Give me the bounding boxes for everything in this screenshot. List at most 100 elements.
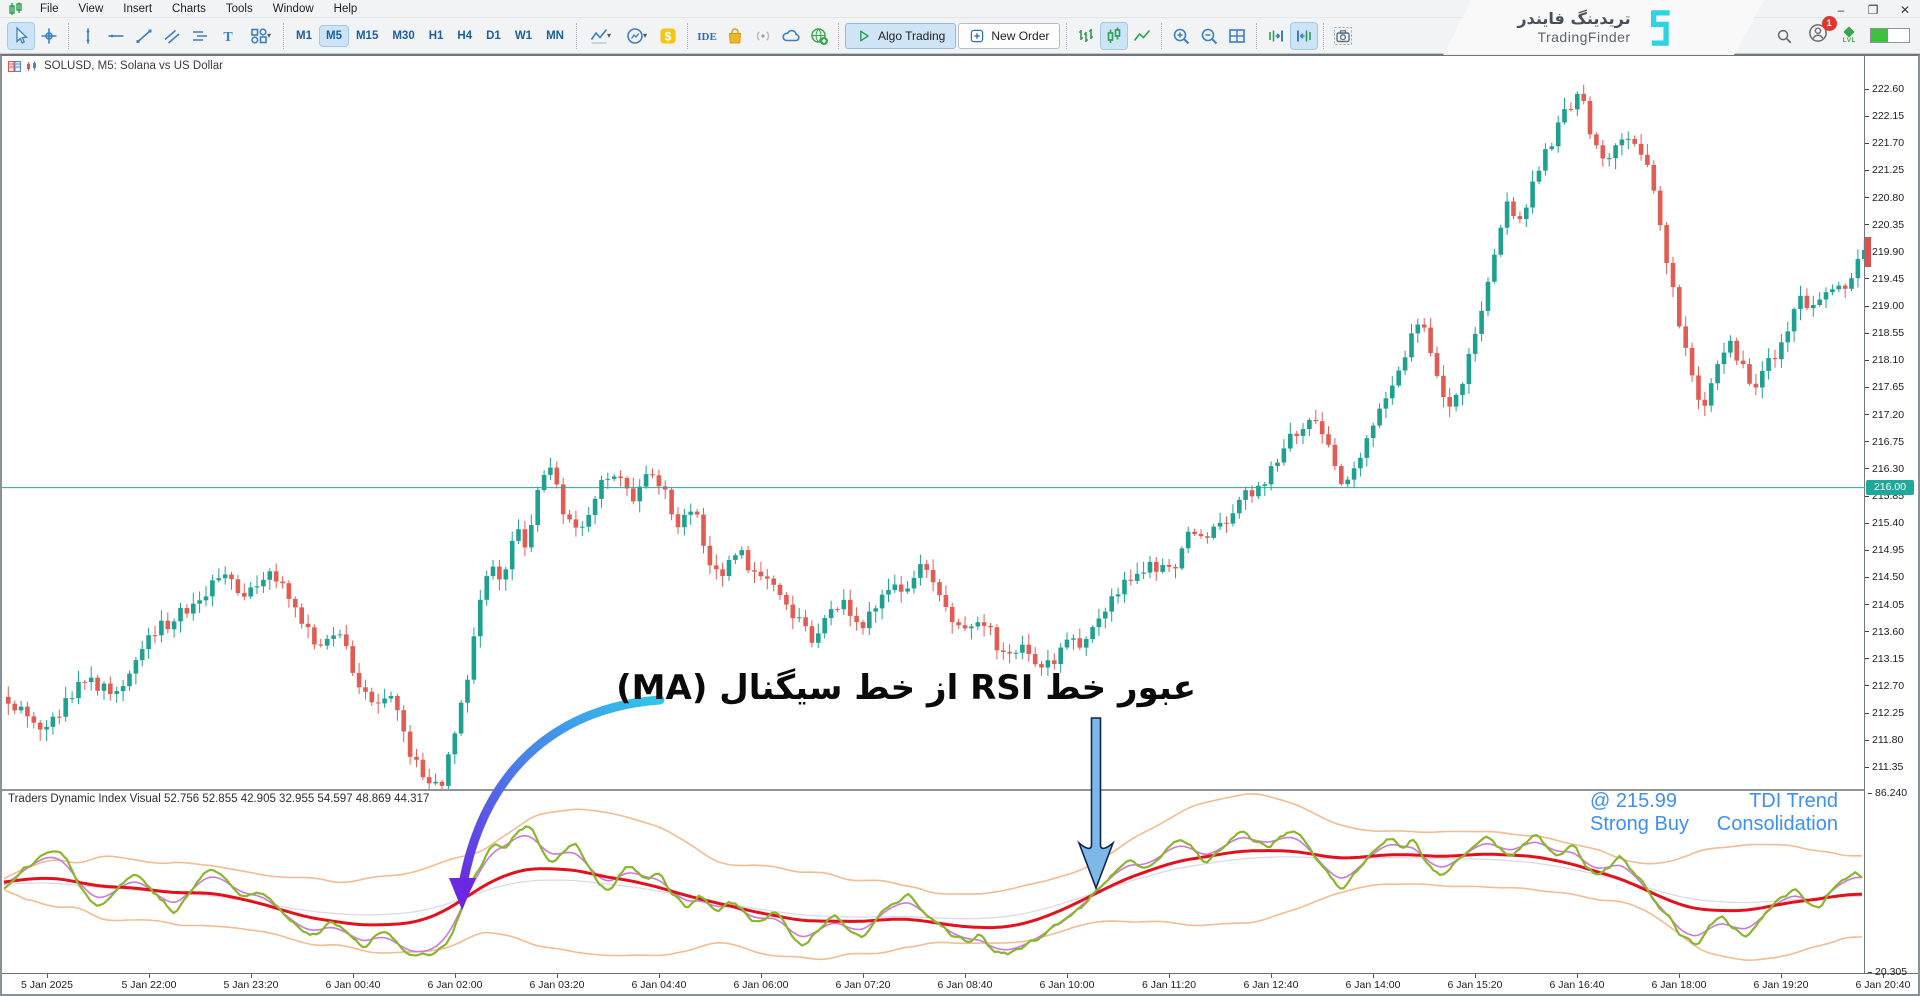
time-axis-tick (863, 974, 864, 978)
time-axis-tick (1577, 974, 1578, 978)
menu-item-window[interactable]: Window (272, 2, 314, 15)
bars-chart-icon[interactable] (1073, 23, 1099, 49)
time-axis-label: 6 Jan 20:40 (1855, 979, 1911, 991)
toolbar-separator (1256, 22, 1258, 49)
pane-separator[interactable] (2, 789, 1918, 791)
price-axis-label: 218.55 (1865, 327, 1904, 339)
price-axis-label: 216.30 (1865, 463, 1904, 475)
fibonacci-icon[interactable] (187, 23, 213, 49)
timeframe-mn[interactable]: MN (546, 29, 564, 42)
menu-item-view[interactable]: View (78, 2, 104, 15)
shapes-icon[interactable]: ▾ (243, 23, 277, 49)
minimize-button[interactable]: – (1837, 3, 1845, 17)
profile-button[interactable]: 1 (1807, 16, 1837, 49)
menu-item-file[interactable]: File (40, 2, 59, 15)
zoom-in-icon[interactable] (1168, 23, 1194, 49)
pointer-icon[interactable] (7, 21, 35, 50)
toolbar-group: IDE (690, 23, 836, 49)
time-axis[interactable]: 5 Jan 2025 5 Jan 22:00 5 Jan 23:20 6 Jan 00… (2, 973, 1918, 994)
tdi-upper-band-line (3, 792, 1863, 895)
toolbar-group (4, 21, 66, 50)
shift-end-icon[interactable] (1263, 23, 1289, 49)
market-bag-icon[interactable] (722, 23, 748, 49)
timeframe-m15[interactable]: M15 (355, 29, 379, 42)
tdi-indicator-panel[interactable] (2, 791, 1864, 977)
svg-text:T: T (223, 30, 233, 45)
timeframe-h4[interactable]: H4 (457, 29, 473, 42)
price-axis-label: 211.35 (1865, 761, 1903, 773)
menu-item-tools[interactable]: Tools (225, 2, 253, 15)
toolbar-right: 1 LVL (1775, 16, 1920, 49)
time-axis-label: 6 Jan 14:00 (1345, 979, 1401, 991)
menu-item-insert[interactable]: Insert (123, 2, 153, 15)
search-icon[interactable] (1775, 27, 1793, 45)
price-axis-label: 220.35 (1865, 219, 1904, 231)
price-axis-label: 213.15 (1865, 653, 1904, 665)
tdi-signal-state: Strong Buy (1590, 813, 1689, 835)
toolbar-separator (283, 22, 284, 49)
time-axis-tick (659, 974, 660, 978)
timeframe-d1[interactable]: D1 (486, 29, 501, 42)
toolbar-separator (1161, 22, 1163, 49)
chart-window: SOLUSD, M5: Solana vs US Dollar Traders … (0, 54, 1920, 996)
candles-chart-icon[interactable] (1100, 21, 1129, 50)
timeframe-w1[interactable]: W1 (514, 29, 533, 42)
restore-button[interactable]: ❐ (1867, 3, 1879, 17)
horizontal-line-icon[interactable] (103, 23, 129, 49)
tdi-rsi-line (3, 825, 1863, 957)
chart-title: SOLUSD, M5: Solana vs US Dollar (44, 60, 223, 72)
dollar-icon[interactable]: $ (655, 23, 681, 49)
ide-icon[interactable]: IDE (694, 23, 720, 49)
objects-icon[interactable]: ▾ (619, 23, 653, 49)
price-axis-label: 221.70 (1865, 137, 1904, 149)
algo-trading-button[interactable]: Algo Trading (844, 22, 957, 49)
watermark-title-fa: تریدینگ فایندر (1517, 9, 1631, 29)
trendline-icon[interactable] (131, 23, 157, 49)
price-axis[interactable]: 222.60 222.15 221.70 221.25 220.80 220.35 219.… (1864, 56, 1918, 973)
text-tool-icon[interactable]: T (215, 23, 241, 49)
new-order-button[interactable]: New Order (958, 22, 1061, 49)
tdi-mid-band-line (3, 856, 1862, 920)
menu-item-help[interactable]: Help (333, 2, 358, 15)
tdi-base-line (3, 849, 1863, 930)
line-chart-icon[interactable] (1129, 23, 1155, 49)
candlestick-chart[interactable] (2, 56, 1864, 789)
profile-icon (1808, 24, 1827, 42)
timeframe-m1[interactable]: M1 (296, 29, 312, 42)
chevron-down-icon[interactable]: ▾ (266, 31, 271, 40)
price-axis-label: 212.70 (1865, 680, 1904, 692)
price-axis-label: 219.00 (1865, 300, 1904, 312)
vertical-line-icon[interactable] (75, 23, 101, 49)
time-axis-label: 6 Jan 10:00 (1039, 979, 1095, 991)
timeframe-m30[interactable]: M30 (392, 29, 415, 42)
toolbar-separator (1066, 22, 1068, 49)
toolbar-group: T ▾ (71, 23, 281, 49)
toolbar-separator (575, 22, 577, 49)
menu-item-charts[interactable]: Charts (172, 2, 206, 15)
chevron-down-icon[interactable]: ▾ (606, 31, 611, 40)
timeframe-m5[interactable]: M5 (318, 24, 349, 47)
level-indicator[interactable]: LVL (1843, 25, 1856, 44)
auto-scroll-icon[interactable] (1290, 21, 1319, 50)
time-axis-tick (557, 974, 558, 978)
price-axis-label: 214.05 (1865, 599, 1904, 611)
community-icon[interactable] (806, 23, 832, 49)
camera-icon[interactable] (1330, 23, 1356, 49)
timeframe-h1[interactable]: H1 (428, 29, 444, 42)
cloud-icon[interactable] (778, 23, 804, 49)
price-axis-label: 212.25 (1865, 707, 1904, 719)
time-axis-tick (455, 974, 456, 978)
chevron-down-icon[interactable]: ▾ (642, 31, 647, 40)
indicators-icon[interactable]: ▾ (583, 23, 617, 49)
tile-windows-icon[interactable] (1224, 23, 1250, 49)
time-axis-label: 6 Jan 04:40 (631, 979, 687, 991)
time-axis-label: 6 Jan 11:20 (1141, 979, 1197, 991)
channel-icon[interactable] (159, 23, 185, 49)
zoom-out-icon[interactable] (1196, 23, 1222, 49)
close-button[interactable]: ✕ (1899, 3, 1911, 17)
crosshair-icon[interactable] (36, 23, 62, 49)
signals-icon[interactable] (750, 23, 776, 49)
time-axis-tick (1475, 974, 1476, 978)
time-axis-tick (1679, 974, 1680, 978)
level-diamond-icon (1843, 25, 1856, 38)
